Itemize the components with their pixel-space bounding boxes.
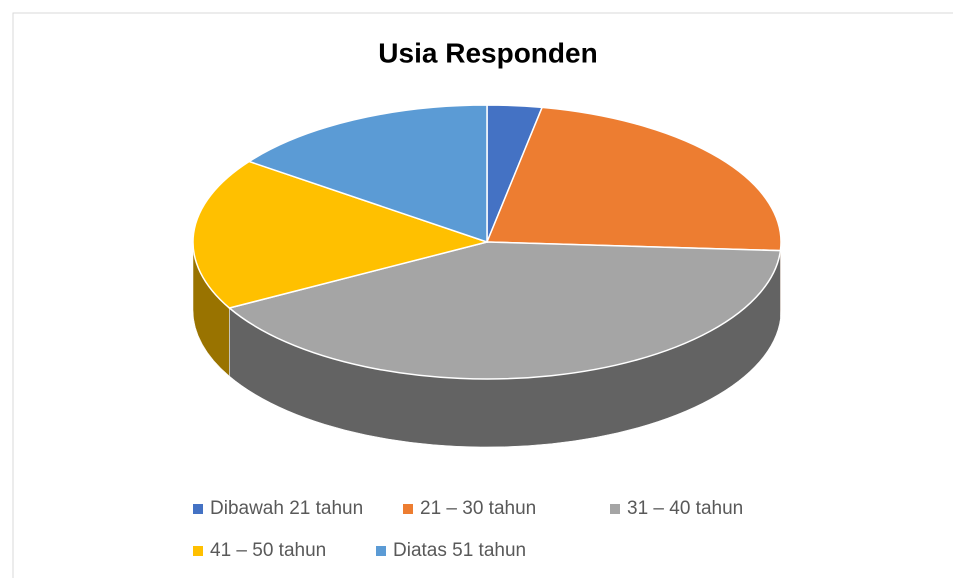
legend-marker xyxy=(376,546,386,556)
legend-label: Diatas 51 tahun xyxy=(393,540,526,561)
chart-title: Usia Responden xyxy=(378,37,597,68)
legend-marker xyxy=(610,504,620,514)
legend-label: 31 – 40 tahun xyxy=(627,498,743,519)
slice xyxy=(192,160,490,309)
legend-label: 41 – 50 tahun xyxy=(210,540,326,561)
legend-label: 21 – 30 tahun xyxy=(420,498,536,519)
slice xyxy=(247,104,488,244)
legend-marker xyxy=(193,546,203,556)
slice xyxy=(485,106,782,252)
legend-marker xyxy=(193,504,203,514)
legend-label: Dibawah 21 tahun xyxy=(210,498,363,519)
legend-marker xyxy=(403,504,413,514)
slice xyxy=(227,241,782,380)
